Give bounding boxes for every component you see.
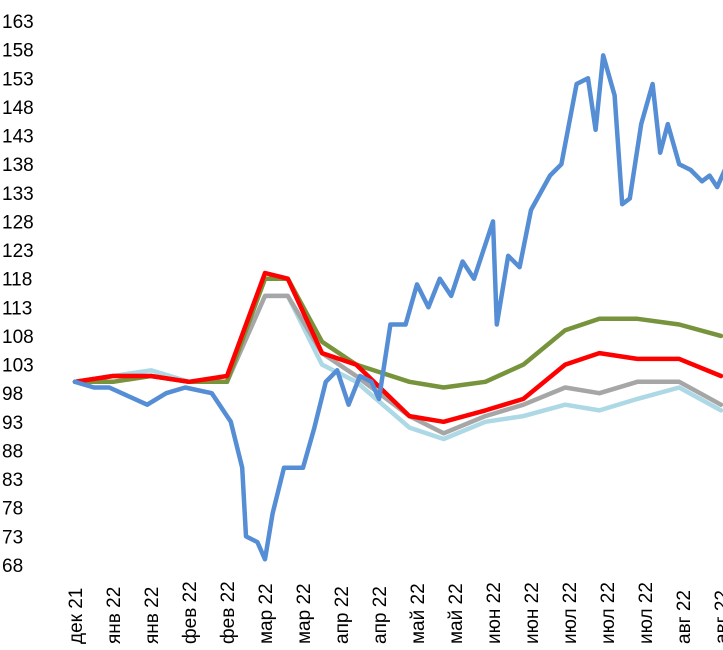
y-tick-label: 88 (2, 441, 23, 462)
x-tick-label: май 22 (408, 583, 429, 644)
y-tick-label: 158 (2, 41, 34, 62)
y-tick-label: 98 (2, 384, 23, 405)
y-tick-label: 78 (2, 499, 23, 520)
x-tick-label: июн 22 (484, 582, 505, 644)
plot-area (72, 53, 723, 562)
y-tick-label: 138 (2, 155, 34, 176)
y-tick-label: 118 (2, 270, 32, 291)
x-tick-label: янв 22 (142, 587, 163, 644)
x-tick-label: май 22 (446, 583, 467, 644)
x-tick-label: фев 22 (180, 581, 201, 644)
y-tick-label: 143 (2, 127, 34, 148)
y-axis: 163 158 153 148 143 138 133 128 123 118 113 108 103 9… (2, 12, 34, 577)
y-tick-label: 103 (2, 356, 34, 377)
y-tick-label: 133 (2, 184, 34, 205)
series-line-4 (72, 270, 723, 425)
x-tick-label: июл 22 (560, 582, 581, 644)
x-tick-label: янв 22 (104, 587, 125, 644)
y-tick-label: 93 (2, 413, 23, 434)
x-tick-label: авг 22 (712, 590, 723, 644)
y-tick-label: 68 (2, 556, 23, 577)
x-tick-label: июл 22 (636, 582, 657, 644)
x-tick-label: июл 22 (598, 582, 619, 644)
x-tick-label: авг 22 (674, 590, 695, 644)
y-tick-label: 163 (2, 12, 34, 33)
series-line-2 (72, 293, 723, 436)
y-tick-label: 108 (2, 327, 34, 348)
y-tick-label: 113 (2, 298, 32, 319)
series-line-3 (72, 276, 723, 390)
y-tick-label: 128 (2, 212, 34, 233)
y-tick-label: 83 (2, 470, 23, 491)
y-tick-label: 153 (2, 69, 34, 90)
y-tick-label: 73 (2, 527, 23, 548)
y-tick-label: 148 (2, 98, 34, 119)
y-tick-label: 123 (2, 241, 34, 262)
x-tick-label: дек 21 (66, 588, 87, 644)
x-tick-label: апр 22 (370, 586, 391, 644)
x-tick-label: мар 22 (294, 583, 315, 644)
x-tick-label: июн 22 (522, 582, 543, 644)
x-tick-label: фев 22 (218, 581, 239, 644)
x-axis: дек 21 янв 22 янв 22 фев 22 фев 22 мар 22 мар … (66, 581, 723, 644)
x-tick-label: мар 22 (256, 583, 277, 644)
x-tick-label: апр 22 (332, 586, 353, 644)
series-line-5 (72, 53, 723, 562)
